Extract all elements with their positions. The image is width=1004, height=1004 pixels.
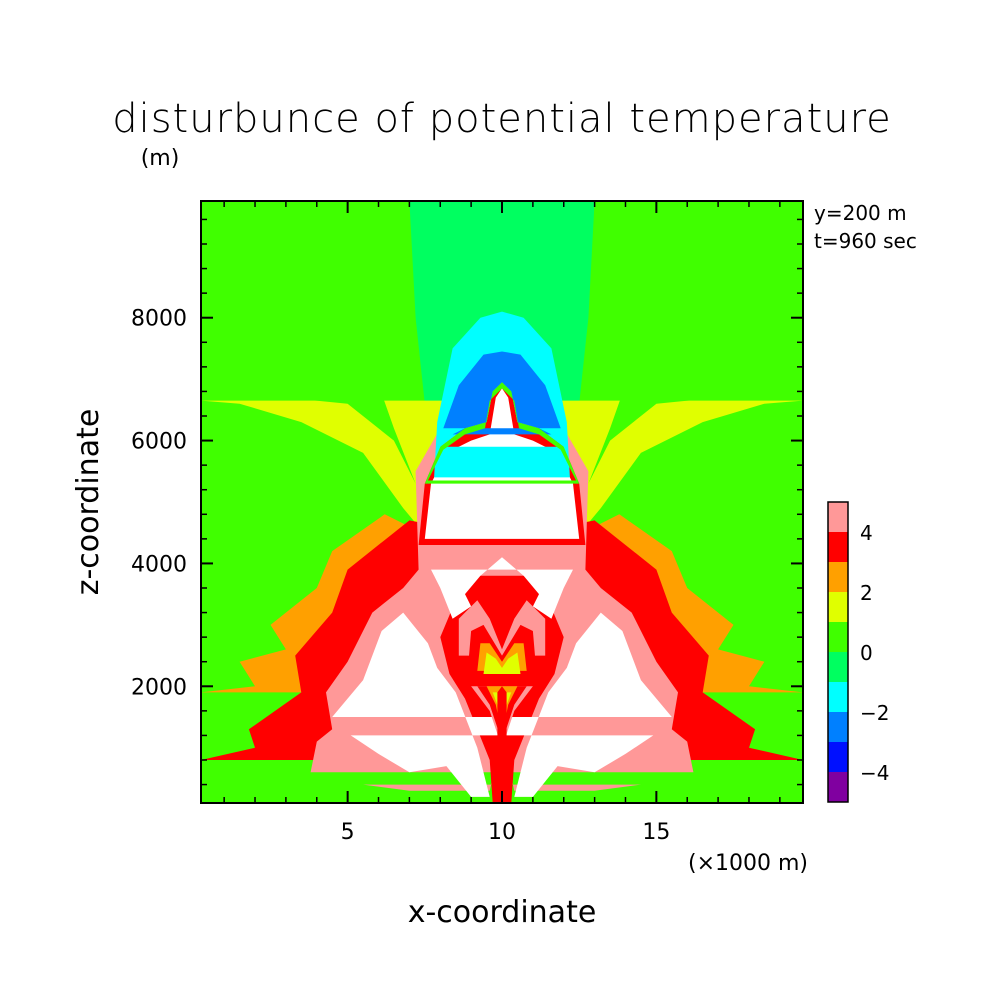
axis-ticks: 5 10 15 2000 4000 6000 8000 [131,201,803,845]
colorbar-swatch [828,532,848,562]
x-axis-label: x-coordinate [408,895,597,930]
contour-region [588,201,803,484]
colorbar-swatch [828,652,848,682]
colorbar-swatch [828,682,848,712]
y-tick-label: 2000 [131,675,187,700]
colorbar-tick-label: 2 [860,581,873,605]
x-tick-label: 5 [341,820,355,845]
colorbar-swatch [828,772,848,802]
contour-region [483,652,521,717]
x-unit-label: (×1000 m) [688,851,808,876]
y-tick-label: 6000 [131,430,187,455]
x-tick-label: 10 [488,820,516,845]
annotation-t: t=960 sec [814,229,917,253]
plot-area [201,201,803,803]
colorbar-frame [827,501,849,803]
y-tick-label: 8000 [131,307,187,332]
chart-title: disturbunce of potential temperature [112,96,892,142]
colorbar-tick-label: 4 [860,521,873,545]
colorbar-tick-label: 0 [860,641,873,665]
contour-region [434,311,570,478]
colorbar-swatch [828,712,848,742]
contour-region [497,686,507,803]
colorbar: −4 −2 0 2 4 [827,501,889,803]
colorbar-swatch [828,622,848,652]
colorbar-swatch [828,502,848,532]
contour-region [424,388,580,619]
x-tick-label: 15 [642,820,670,845]
colorbar-swatch [828,592,848,622]
y-axis-label: z-coordinate [71,409,106,596]
contour-region [332,612,672,797]
y-unit-label: (m) [141,146,180,171]
annotation-y: y=200 m [814,201,907,225]
colorbar-swatch [828,562,848,592]
colorbar-tick-label: −2 [860,701,889,725]
contour-region [201,201,416,484]
y-tick-label: 4000 [131,552,187,577]
colorbar-tick-label: −4 [860,761,889,785]
contour-region [443,351,561,435]
colorbar-swatch [828,742,848,772]
